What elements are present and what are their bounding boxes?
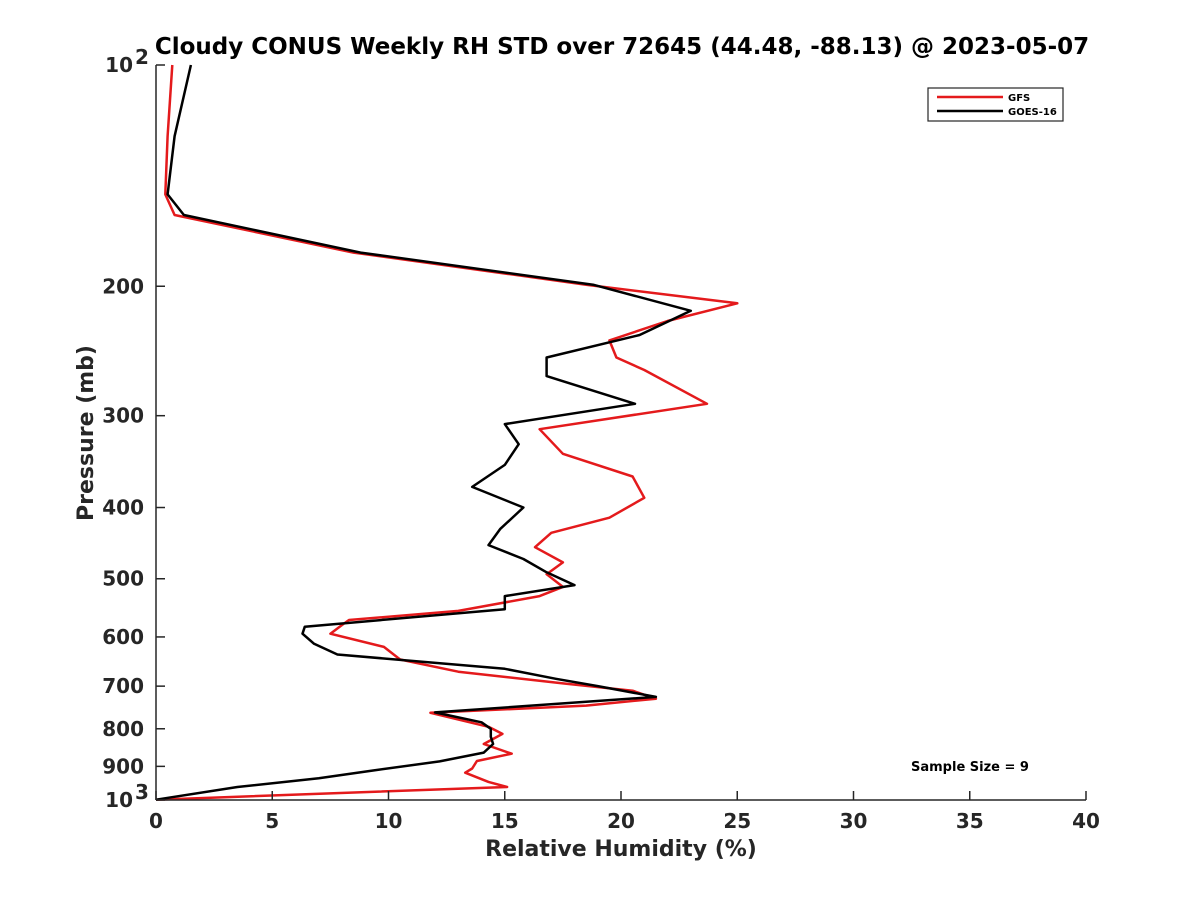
legend: GFS GOES-16 [927,87,1064,122]
y-tick-label: 10 [105,53,133,77]
y-tick-label: 600 [102,625,144,649]
y-tick-label: 200 [102,274,144,298]
x-axis-ticks: 0 5 10 15 20 25 30 35 40 [149,791,1100,833]
y-axis-title: Pressure (mb) [74,345,99,521]
y-tick-label: 500 [102,567,144,591]
x-tick-label: 10 [375,809,403,833]
chart-title: Cloudy CONUS Weekly RH STD over 72645 (4… [155,34,1089,60]
legend-label-gfs: GFS [1008,93,1030,104]
x-axis-title: Relative Humidity (%) [485,837,757,862]
y-tick-label: 700 [102,674,144,698]
y-tick-label: 800 [102,717,144,741]
y-tick-label: 400 [102,496,144,520]
x-tick-label: 0 [149,809,163,833]
series-line-goes16 [155,64,693,801]
x-tick-label: 5 [265,809,279,833]
legend-box [927,87,1064,122]
x-tick-label: 20 [607,809,635,833]
series-layer [155,64,739,801]
legend-label-goes16: GOES-16 [1008,107,1057,118]
y-tick-label: 300 [102,404,144,428]
sample-size-annotation: Sample Size = 9 [911,760,1029,775]
x-tick-label: 25 [723,809,751,833]
x-tick-label: 40 [1072,809,1100,833]
series-line-gfs [155,64,739,801]
y-tick-label: 10 [105,788,133,812]
y-tick-label: 900 [102,754,144,778]
y-tick-exponent: 2 [135,45,149,69]
y-tick-exponent: 3 [135,780,149,804]
x-tick-label: 15 [491,809,519,833]
x-tick-label: 30 [840,809,868,833]
x-tick-label: 35 [956,809,984,833]
